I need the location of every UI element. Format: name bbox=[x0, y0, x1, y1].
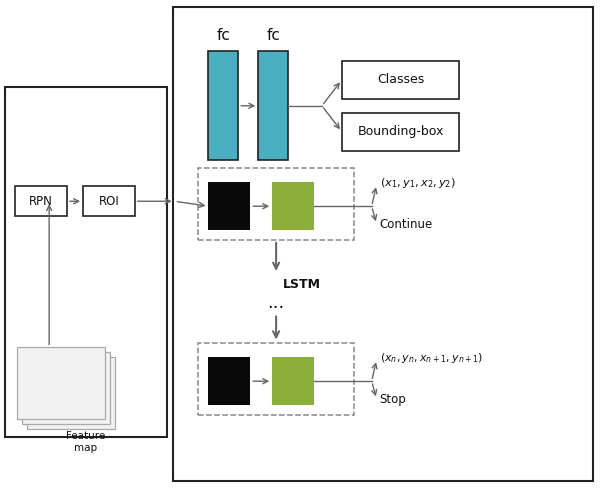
FancyBboxPatch shape bbox=[342, 61, 459, 99]
Text: $(x_n,y_n,x_{n+1},y_{n+1})$: $(x_n,y_n,x_{n+1},y_{n+1})$ bbox=[380, 351, 483, 366]
FancyBboxPatch shape bbox=[272, 183, 314, 230]
Text: LSTM: LSTM bbox=[283, 278, 321, 291]
FancyBboxPatch shape bbox=[27, 357, 115, 429]
Text: Continue: Continue bbox=[380, 218, 433, 231]
FancyBboxPatch shape bbox=[16, 186, 67, 216]
FancyBboxPatch shape bbox=[342, 113, 459, 150]
FancyBboxPatch shape bbox=[173, 7, 593, 481]
FancyBboxPatch shape bbox=[5, 87, 167, 437]
Text: Classes: Classes bbox=[377, 73, 424, 86]
FancyBboxPatch shape bbox=[208, 51, 238, 161]
FancyBboxPatch shape bbox=[17, 347, 105, 419]
Text: Bounding-box: Bounding-box bbox=[358, 125, 444, 138]
FancyBboxPatch shape bbox=[22, 352, 110, 424]
Text: fc: fc bbox=[217, 28, 230, 43]
Text: ROI: ROI bbox=[98, 195, 119, 208]
Text: Feature
map: Feature map bbox=[67, 431, 106, 452]
FancyBboxPatch shape bbox=[83, 186, 135, 216]
Text: ...: ... bbox=[268, 294, 285, 312]
FancyBboxPatch shape bbox=[208, 183, 250, 230]
FancyBboxPatch shape bbox=[258, 51, 288, 161]
FancyBboxPatch shape bbox=[272, 357, 314, 405]
Text: RPN: RPN bbox=[29, 195, 53, 208]
Text: $(x_1,y_1,x_2,y_2)$: $(x_1,y_1,x_2,y_2)$ bbox=[380, 176, 455, 190]
Text: Stop: Stop bbox=[380, 393, 406, 406]
FancyBboxPatch shape bbox=[208, 357, 250, 405]
Text: fc: fc bbox=[266, 28, 280, 43]
